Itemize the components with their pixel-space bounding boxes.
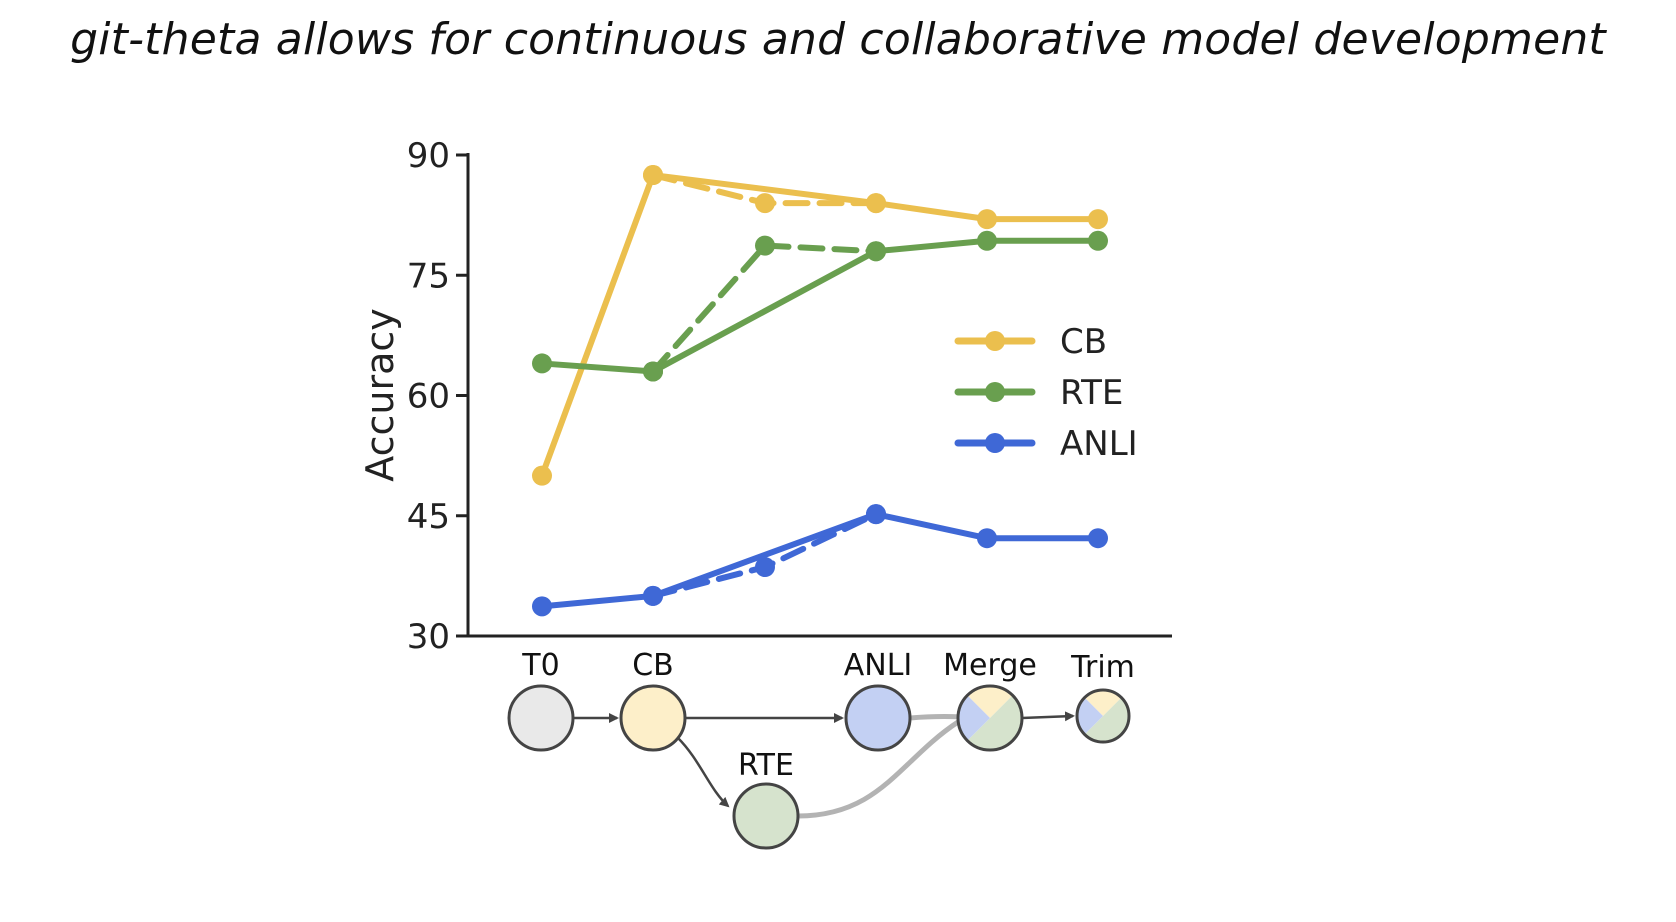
node-trim: Trim — [1070, 650, 1135, 744]
segment-cb — [967, 685, 1013, 718]
node-label: RTE — [738, 748, 794, 783]
node-anli: ANLI — [844, 648, 913, 752]
legend-item-rte: RTE — [954, 373, 1123, 413]
y-tick-label: 75 — [407, 256, 450, 296]
legend-label: RTE — [1060, 373, 1123, 413]
y-tick-label: 60 — [407, 377, 450, 417]
legend-label: CB — [1060, 322, 1107, 362]
legend-item-cb: CB — [954, 322, 1107, 362]
data-point — [977, 528, 997, 549]
data-point — [532, 596, 552, 617]
series-cb-solid — [532, 165, 1108, 486]
data-point — [643, 585, 663, 606]
legend-marker — [985, 331, 1005, 351]
data-point — [977, 230, 997, 251]
y-tick-label: 90 — [407, 136, 450, 176]
edge-rte-merge — [797, 719, 960, 819]
data-point — [532, 353, 552, 374]
legend-marker — [985, 433, 1005, 453]
data-point — [532, 465, 552, 486]
node-label: ANLI — [844, 648, 913, 683]
y-axis-label: Accuracy — [358, 308, 402, 482]
data-point — [755, 557, 775, 578]
legend-label: ANLI — [1060, 424, 1138, 464]
data-point — [755, 235, 775, 256]
node-circle — [732, 782, 800, 850]
series-line — [539, 237, 1101, 375]
series-line — [539, 511, 1101, 610]
page-title: git-theta allows for continuous and coll… — [70, 14, 1606, 65]
data-point — [866, 241, 886, 262]
segment-rte — [967, 695, 1022, 750]
y-tick-label: 30 — [407, 617, 450, 657]
segment-anli — [1076, 697, 1103, 735]
data-point — [643, 165, 663, 186]
data-point — [755, 193, 775, 214]
node-outline — [956, 684, 1024, 752]
edge-cb-rte — [677, 737, 730, 808]
node-t0: T0 — [507, 648, 575, 752]
node-rte: RTE — [732, 748, 800, 850]
data-point — [866, 193, 886, 214]
data-point — [866, 504, 886, 525]
node-label: Merge — [943, 648, 1037, 683]
data-point — [1088, 528, 1108, 549]
series-anli-solid — [532, 504, 1108, 617]
node-merge: Merge — [943, 648, 1037, 752]
data-point — [1088, 209, 1108, 230]
legend: CB RTE ANLI — [954, 322, 1138, 464]
series-line — [539, 172, 1101, 479]
y-tick-label: 45 — [407, 497, 450, 537]
data-point — [643, 361, 663, 382]
segment-anli — [958, 695, 990, 741]
node-label: Trim — [1070, 650, 1135, 685]
model-history-graph: T0 CB RTE ANLI Merge Trim — [507, 648, 1135, 850]
node-circle — [844, 684, 912, 752]
segment-rte — [1084, 697, 1129, 742]
node-circle — [507, 684, 575, 752]
legend-item-anli: ANLI — [954, 424, 1138, 464]
node-outline — [1075, 688, 1131, 744]
data-point — [977, 209, 997, 230]
series-layer — [532, 165, 1108, 617]
axes: 30 45 60 75 90 Accuracy — [358, 136, 1172, 657]
node-cb: CB — [619, 648, 687, 752]
node-label: CB — [632, 648, 674, 683]
series-rte-solid — [532, 230, 1108, 382]
node-circle — [619, 684, 687, 752]
data-point — [1088, 230, 1108, 251]
legend-marker — [985, 382, 1005, 402]
segment-cb — [1084, 690, 1122, 716]
edge-merge-trim — [1021, 711, 1075, 722]
node-label: T0 — [521, 648, 559, 683]
